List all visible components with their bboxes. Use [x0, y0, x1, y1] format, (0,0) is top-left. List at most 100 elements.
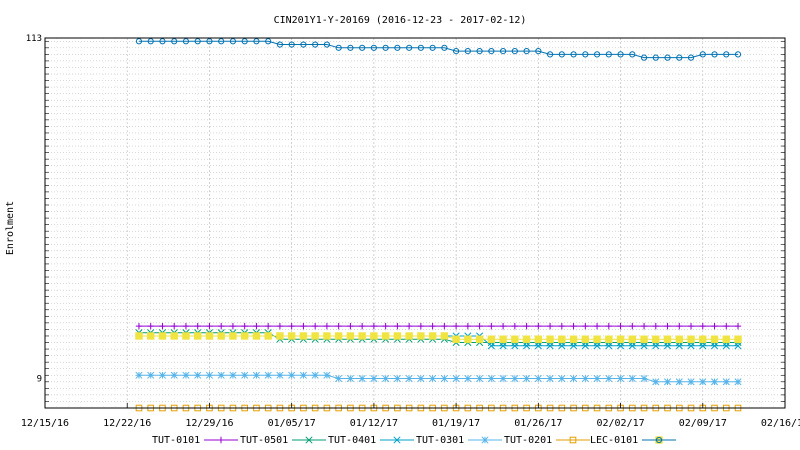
- data-point: [511, 374, 519, 383]
- legend-label: TUT-0101: [152, 435, 200, 446]
- data-point: [628, 335, 637, 343]
- data-point: [334, 332, 343, 340]
- data-point: [252, 332, 261, 340]
- data-point: [734, 322, 742, 330]
- data-point: [723, 51, 730, 58]
- data-point: [558, 374, 566, 383]
- legend-swatch-marker: [569, 436, 577, 444]
- data-point: [382, 322, 389, 330]
- series-tut-0101: [135, 322, 742, 330]
- data-point: [629, 51, 636, 58]
- data-point: [405, 374, 413, 383]
- data-point: [170, 332, 178, 340]
- data-point: [311, 332, 319, 340]
- data-point: [522, 335, 531, 343]
- data-point: [323, 322, 331, 330]
- series-lec-0101: [135, 332, 742, 343]
- data-point: [616, 335, 625, 343]
- data-point: [370, 322, 378, 330]
- data-point: [711, 51, 718, 58]
- legend-item: TUT-0301: [416, 435, 502, 446]
- data-point: [359, 44, 366, 51]
- data-point: [734, 51, 742, 58]
- data-point: [511, 47, 518, 55]
- data-point: [311, 371, 319, 379]
- data-point: [182, 38, 190, 45]
- data-point: [429, 322, 436, 330]
- data-point: [640, 335, 648, 343]
- data-point: [158, 371, 167, 379]
- grid: [44, 38, 786, 409]
- data-point: [264, 332, 272, 340]
- data-point: [135, 371, 143, 379]
- data-point: [593, 374, 601, 383]
- data-point: [147, 332, 155, 340]
- data-point: [381, 332, 390, 340]
- data-point: [675, 378, 683, 386]
- data-point: [405, 332, 413, 340]
- data-point: [335, 322, 342, 330]
- data-point: [570, 374, 578, 383]
- data-point: [464, 47, 471, 55]
- data-point: [663, 378, 672, 386]
- data-point: [546, 335, 554, 343]
- data-point: [382, 44, 389, 51]
- data-point: [370, 374, 378, 383]
- legend-label: TUT-0501: [240, 435, 288, 446]
- data-point: [194, 38, 201, 45]
- data-point: [241, 371, 249, 379]
- data-point: [346, 374, 354, 383]
- data-point: [218, 38, 225, 45]
- data-point: [417, 374, 425, 383]
- data-point: [264, 371, 272, 379]
- data-point: [711, 322, 718, 330]
- data-point: [652, 54, 659, 61]
- x-tick-label: 12/15/16: [21, 418, 69, 429]
- data-point: [687, 335, 695, 343]
- data-point: [546, 374, 554, 383]
- data-point: [323, 332, 331, 340]
- data-point: [464, 374, 472, 383]
- data-point: [534, 335, 543, 343]
- data-point: [240, 332, 249, 340]
- data-point: [605, 335, 613, 343]
- data-point: [722, 342, 730, 350]
- series-line: [139, 332, 738, 343]
- y-tick-label: 113: [26, 34, 42, 44]
- data-point: [171, 38, 178, 45]
- data-point: [664, 322, 671, 330]
- data-point: [593, 51, 601, 58]
- x-tick-label: 01/26/17: [514, 418, 562, 429]
- data-point: [523, 342, 531, 350]
- x-axis-ticks: 12/15/16 12/22/16 12/29/16 01/05/17 01/12/17…: [21, 403, 800, 429]
- data-point: [722, 378, 730, 386]
- data-point: [347, 44, 354, 51]
- x-tick-label: 12/22/16: [103, 418, 151, 429]
- data-point: [253, 322, 260, 330]
- y-tick-label: 9: [37, 375, 42, 385]
- data-point: [393, 374, 401, 383]
- data-point: [475, 335, 484, 343]
- data-point: [335, 44, 342, 51]
- data-point: [581, 374, 589, 383]
- data-point: [158, 332, 167, 340]
- data-point: [229, 371, 237, 379]
- data-point: [676, 322, 683, 330]
- legend: TUT-0101 TUT-0501 TUT-0401 TUT-0301 TUT-0201…: [152, 435, 676, 446]
- data-point: [452, 322, 460, 330]
- data-point: [523, 374, 531, 383]
- data-point: [488, 47, 495, 55]
- data-point: [276, 41, 284, 48]
- data-point: [264, 322, 272, 330]
- data-point: [499, 374, 507, 383]
- data-point: [464, 322, 472, 330]
- x-tick-label: 01/19/17: [432, 418, 480, 429]
- data-point: [453, 47, 460, 55]
- data-point: [440, 374, 448, 383]
- series-line: [139, 40, 738, 59]
- data-point: [534, 374, 542, 383]
- data-point: [476, 47, 483, 55]
- data-point: [299, 371, 307, 379]
- data-point: [476, 374, 484, 383]
